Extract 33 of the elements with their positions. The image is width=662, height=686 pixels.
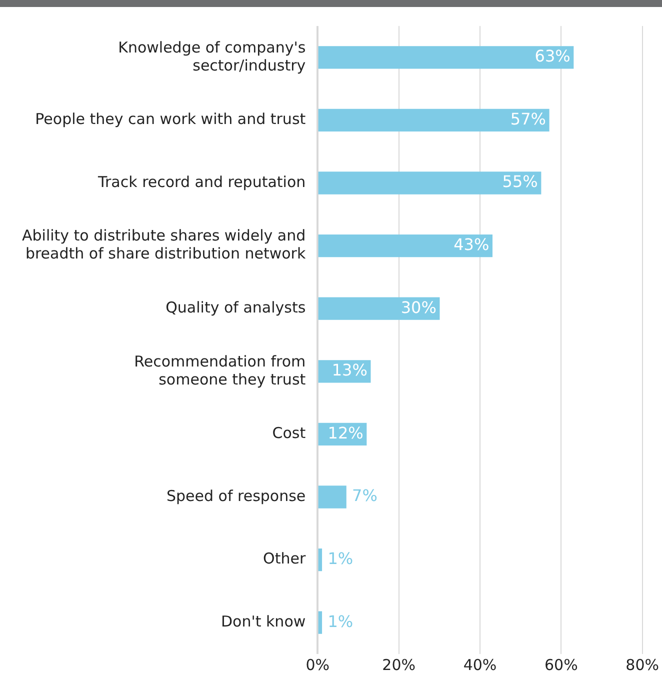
x-tick-label: 0% (306, 656, 330, 674)
bar (318, 297, 440, 320)
y-tick-label: Quality of analysts (166, 298, 306, 316)
y-tick-label: Cost (272, 424, 306, 442)
data-label: 43% (454, 234, 490, 254)
bar (318, 611, 322, 634)
data-label: 63% (534, 46, 570, 66)
bar (318, 172, 542, 194)
data-label: 1% (328, 612, 354, 631)
x-tick-label: 20% (382, 656, 416, 674)
bar (318, 548, 322, 572)
data-label: 30% (400, 298, 436, 317)
y-tick-label: Other (263, 550, 306, 568)
data-label: 7% (352, 486, 378, 506)
y-tick-label: Ability to distribute shares widely and breadth of share distribution network (22, 226, 306, 263)
data-label: 55% (502, 172, 538, 192)
data-label: 1% (328, 548, 354, 568)
y-tick-label: Track record and reputation (97, 172, 306, 191)
y-tick-label: Speed of response (166, 486, 306, 505)
y-tick-label: Don't know (220, 612, 306, 630)
y-tick-label: People they can work with and trust (35, 110, 306, 128)
data-label: 13% (332, 360, 368, 380)
bar (318, 234, 492, 258)
data-label: 57% (510, 109, 546, 128)
bar (318, 486, 346, 508)
bar (318, 46, 574, 69)
y-tick-label: Knowledge of company's sector/industry (118, 38, 306, 74)
y-tick-label: Recommendation from someone they trust (134, 352, 306, 388)
bar (318, 108, 550, 132)
data-label: 12% (328, 423, 364, 442)
x-tick-label: 40% (463, 656, 497, 674)
x-tick-label: 60% (544, 656, 578, 674)
x-tick-label: 80% (626, 656, 659, 674)
